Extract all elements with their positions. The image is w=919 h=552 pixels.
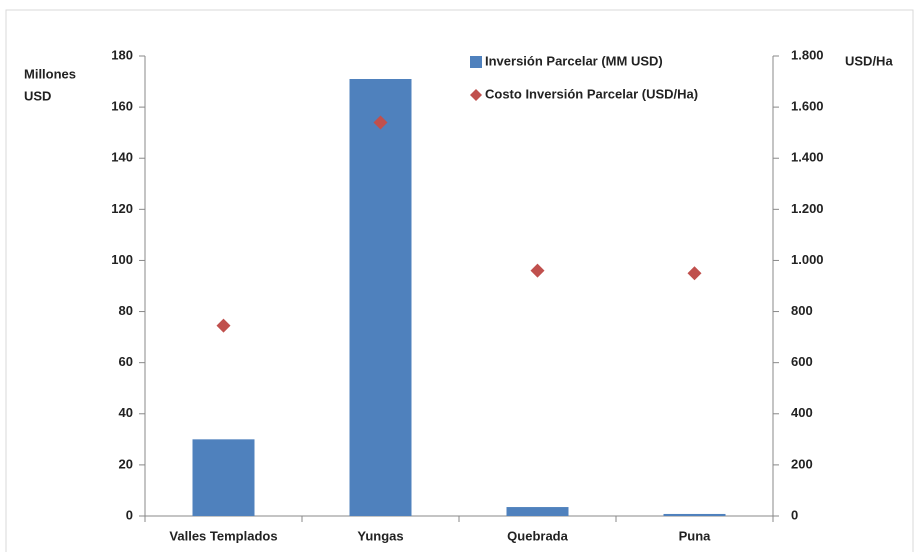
legend-swatch [470,89,482,101]
marker [687,266,702,281]
y-tick-label: 180 [111,47,133,62]
legend-swatch [470,56,482,68]
marker [216,318,231,333]
y-tick-label: 120 [111,201,133,216]
legend-label: Costo Inversión Parcelar (USD/Ha) [485,86,698,101]
marker [530,263,545,278]
y-axis-label: Millones [24,66,76,81]
x-tick-label: Valles Templados [169,528,277,543]
y2-tick-label: 1.800 [791,47,824,62]
bar [349,79,412,516]
y-tick-label: 40 [119,405,133,420]
y-axis-label: USD [24,88,51,103]
y-tick-label: 60 [119,354,133,369]
legend-label: Inversión Parcelar (MM USD) [485,53,663,68]
bar [506,507,569,516]
y-tick-label: 20 [119,456,133,471]
y-tick-label: 160 [111,99,133,114]
y2-tick-label: 400 [791,405,813,420]
y2-tick-label: 600 [791,354,813,369]
chart-frame [5,9,914,552]
y-tick-label: 140 [111,150,133,165]
y2-axis-label: USD/Ha [845,53,893,68]
x-tick-label: Quebrada [507,528,568,543]
bar [192,439,255,516]
y2-tick-label: 1.000 [791,252,824,267]
x-tick-label: Puna [679,528,712,543]
y-tick-label: 0 [126,507,133,522]
y2-tick-label: 800 [791,303,813,318]
bar [663,513,726,516]
y2-tick-label: 1.400 [791,150,824,165]
x-tick-label: Yungas [357,528,403,543]
y2-tick-label: 200 [791,456,813,471]
marker [373,115,388,130]
y2-tick-label: 1.200 [791,201,824,216]
y-tick-label: 100 [111,252,133,267]
y2-tick-label: 0 [791,507,798,522]
y2-tick-label: 1.600 [791,99,824,114]
y-tick-label: 80 [119,303,133,318]
